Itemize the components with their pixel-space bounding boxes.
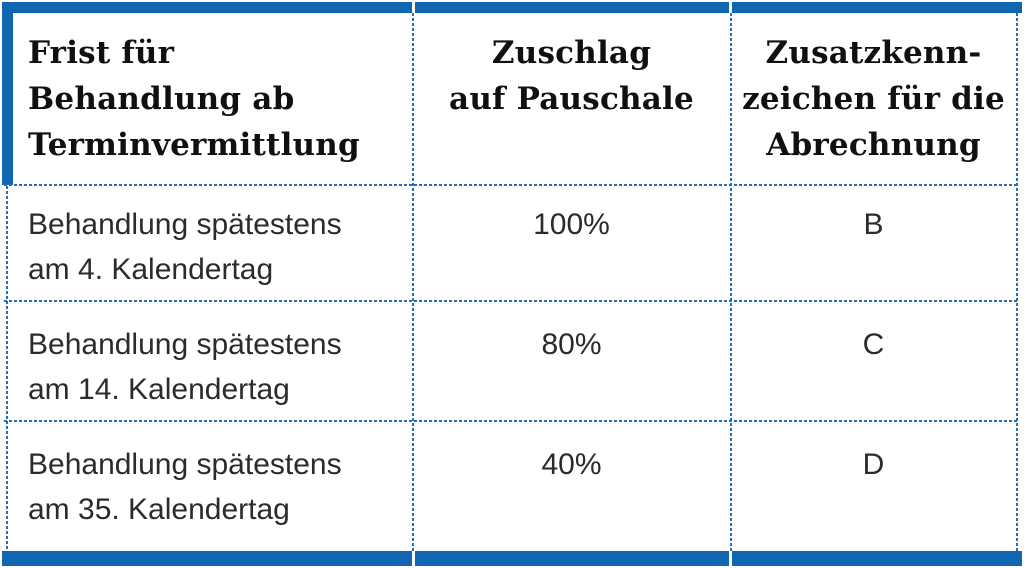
- right-border-dotted: [1016, 13, 1018, 551]
- column-divider: [730, 13, 732, 551]
- row-zuschlag-value: 100%: [533, 208, 610, 241]
- row-divider: [4, 420, 1018, 422]
- row-frist-line: Behandlung spätestens: [28, 208, 342, 241]
- row-frist-line: am 35. Kalendertag: [28, 493, 290, 526]
- row-frist-line: am 14. Kalendertag: [28, 373, 290, 406]
- row-divider: [4, 300, 1018, 302]
- header-line: Zusatzkenn-: [765, 35, 982, 71]
- header-line: Terminvermittlung: [28, 127, 360, 163]
- row-kennzeichen-value: B: [863, 208, 884, 241]
- header-line: Zuschlag: [491, 35, 652, 71]
- bottom-accent-bar-segment: [2, 551, 412, 566]
- top-accent-bar-segment: [2, 2, 412, 13]
- left-border-dotted: [6, 186, 8, 551]
- row-frist: Behandlung spätestens am 14. Kalendertag: [28, 322, 408, 412]
- row-frist-line: Behandlung spätestens: [28, 328, 342, 361]
- header-line: Frist für: [28, 35, 175, 71]
- bottom-accent-bar-segment: [732, 551, 1022, 566]
- row-zuschlag-value: 80%: [541, 328, 602, 361]
- row-frist: Behandlung spätestens am 35. Kalendertag: [28, 442, 408, 532]
- header-line: auf Pauschale: [449, 81, 694, 117]
- header-row-divider: [4, 184, 1018, 186]
- header-cell-zuschlag: Zuschlag auf Pauschale: [413, 30, 730, 122]
- top-accent-bar-segment: [732, 2, 1022, 13]
- row-frist: Behandlung spätestens am 4. Kalendertag: [28, 202, 408, 292]
- top-accent-bar-segment: [415, 2, 729, 13]
- row-frist-line: Behandlung spätestens: [28, 448, 342, 481]
- header-cell-frist: Frist für Behandlung ab Terminvermittlun…: [28, 30, 403, 168]
- column-divider: [412, 13, 414, 551]
- header-cell-zusatzkennzeichen: Zusatzkenn- zeichen für die Abrechnung: [731, 30, 1016, 168]
- row-zuschlag-value: 40%: [541, 448, 602, 481]
- bottom-accent-bar-segment: [415, 551, 729, 566]
- row-kennzeichen-value: C: [862, 328, 885, 361]
- header-line: zeichen für die: [742, 81, 1005, 117]
- row-kennzeichen-value: D: [862, 448, 885, 481]
- row-frist-line: am 4. Kalendertag: [28, 253, 274, 286]
- header-line: Abrechnung: [766, 127, 981, 163]
- left-header-accent-bar: [2, 2, 13, 185]
- header-line: Behandlung ab: [28, 81, 295, 117]
